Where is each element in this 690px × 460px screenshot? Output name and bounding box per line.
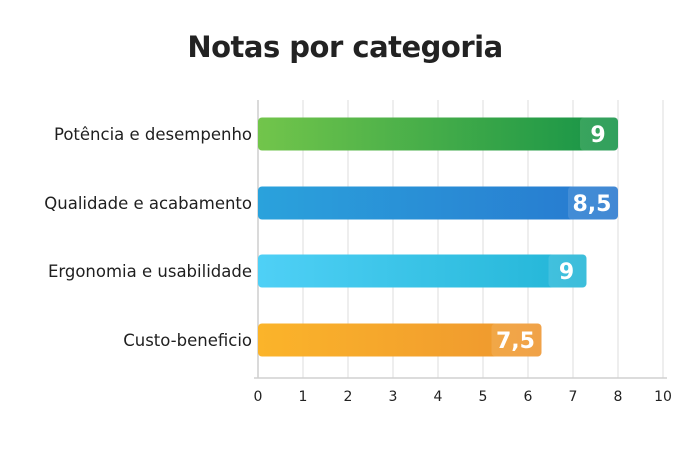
x-tick-label: 1 bbox=[299, 389, 308, 405]
data-label-box bbox=[548, 254, 587, 288]
bar bbox=[258, 254, 587, 288]
category-label: Qualidade e acabamento bbox=[44, 194, 252, 213]
bar bbox=[258, 117, 618, 151]
data-label-box bbox=[580, 117, 618, 151]
data-label: 8,5 bbox=[573, 192, 612, 217]
x-tick-label: 0 bbox=[254, 389, 263, 405]
x-tick-label: 4 bbox=[434, 389, 443, 405]
x-tick-label: 8 bbox=[614, 389, 623, 405]
category-label: Ergonomia e usabilidade bbox=[48, 262, 252, 281]
data-label: 7,5 bbox=[496, 329, 535, 354]
category-label: Potência e desempenho bbox=[54, 125, 252, 144]
data-label: 9 bbox=[559, 260, 574, 285]
x-tick-label: 6 bbox=[524, 389, 533, 405]
x-tick-label: 7 bbox=[569, 389, 578, 405]
x-tick-label: 5 bbox=[479, 389, 488, 405]
bar bbox=[258, 186, 618, 220]
x-tick-label: 3 bbox=[389, 389, 398, 405]
bar bbox=[258, 323, 542, 357]
data-label-box bbox=[491, 323, 542, 357]
category-label: Custo-beneficio bbox=[123, 331, 252, 350]
chart-title: Notas por categoria bbox=[187, 30, 503, 64]
data-label-box bbox=[568, 186, 618, 220]
x-tick-label: 10 bbox=[654, 389, 672, 405]
data-label: 9 bbox=[590, 123, 605, 148]
x-tick-label: 2 bbox=[344, 389, 353, 405]
